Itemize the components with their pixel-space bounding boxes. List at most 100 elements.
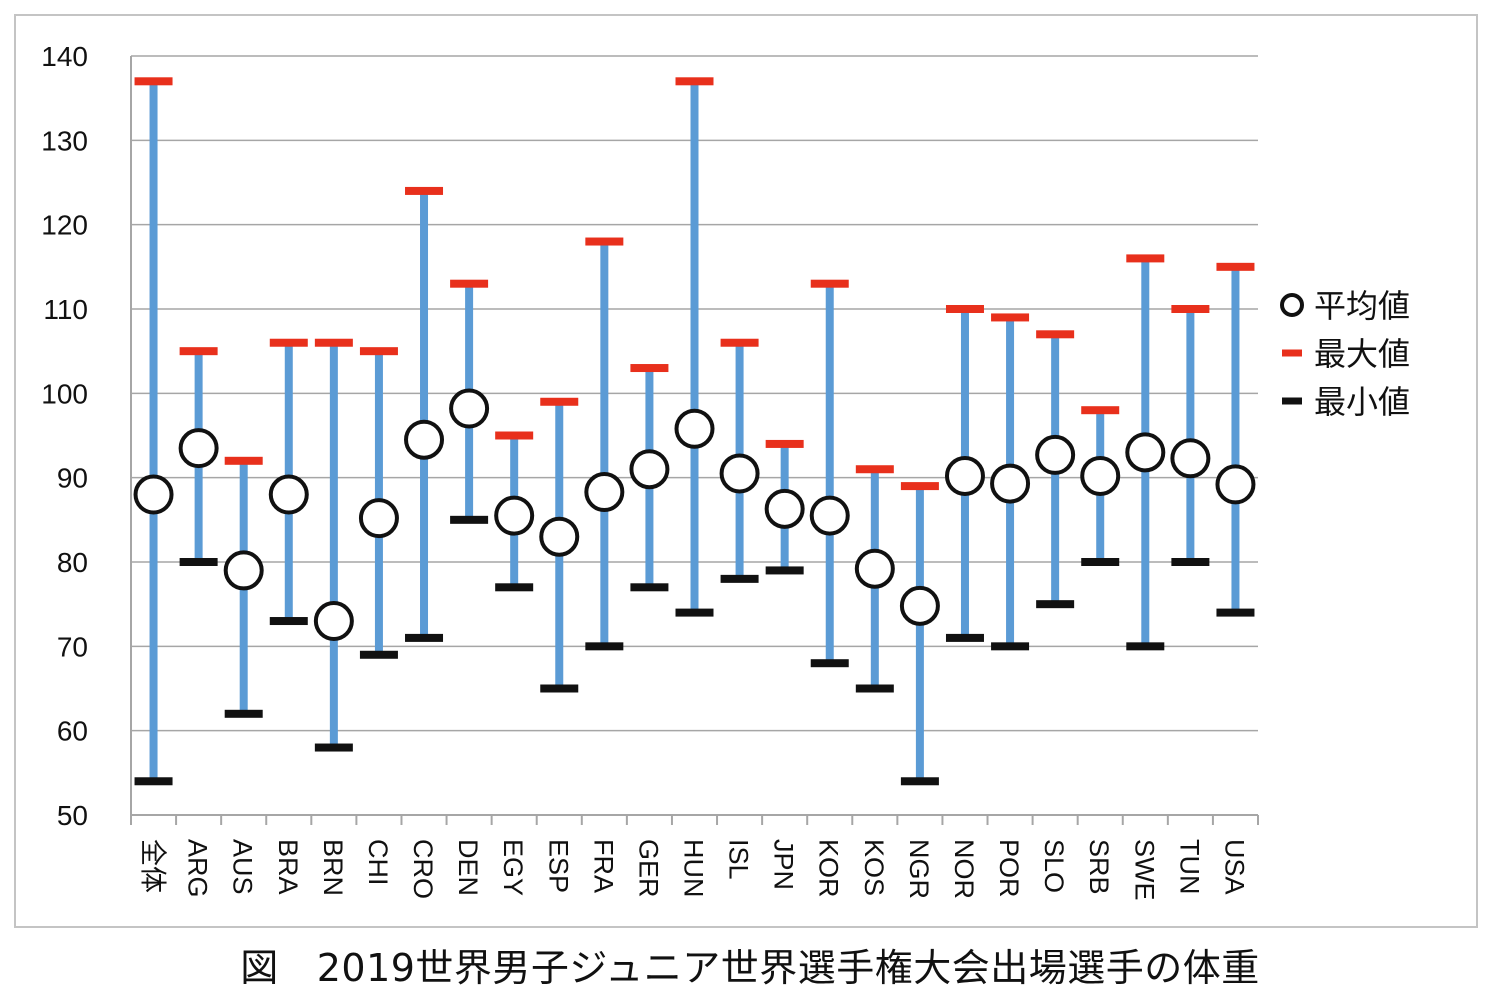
min-marker: [765, 566, 804, 575]
legend-min-marker: [1282, 397, 1302, 405]
mean-marker: [764, 488, 805, 529]
y-tick-label: 60: [57, 716, 88, 747]
min-marker: [540, 684, 579, 693]
mean-marker: [178, 428, 219, 469]
y-tick-label: 90: [57, 463, 88, 494]
y-tick-label: 110: [43, 294, 88, 325]
mean-marker: [449, 388, 490, 429]
min-marker: [179, 558, 218, 566]
y-tick-label: 50: [57, 800, 88, 831]
x-tick-label: HUN: [679, 839, 709, 898]
max-marker: [134, 77, 173, 86]
range-chart: 50 60 70 80 90 100 110 120 130 140 全体 ARG AUS BRA BRN C…: [41, 41, 1410, 901]
max-marker: [405, 186, 444, 195]
max-marker: [269, 338, 308, 347]
caption-prefix: 図: [240, 946, 279, 990]
x-tick-label: NGR: [904, 839, 934, 899]
min-marker: [495, 583, 534, 592]
mean-marker: [539, 516, 580, 557]
legend-mean-marker: [1280, 293, 1304, 317]
max-marker: [675, 77, 714, 86]
max-marker: [314, 338, 353, 347]
min-marker: [1036, 600, 1075, 609]
min-marker: [900, 777, 939, 786]
x-tick-label: POR: [994, 839, 1024, 898]
min-marker: [359, 650, 398, 659]
mean-marker: [1035, 434, 1076, 475]
x-tick-label: ESP: [543, 839, 573, 893]
x-tick-label: GER: [633, 839, 663, 898]
mean-marker: [719, 453, 760, 494]
x-tick-label: KOR: [814, 839, 844, 898]
min-marker: [720, 574, 759, 583]
figure-caption: 図 2019世界男子ジュニア世界選手権大会出場選手の体重: [0, 937, 1500, 992]
x-tick-label: ISL: [724, 839, 754, 880]
x-tick-label: FRA: [588, 839, 618, 893]
max-marker: [810, 279, 849, 288]
max-marker: [1036, 330, 1075, 339]
max-marker: [224, 456, 263, 465]
min-marker: [991, 642, 1030, 651]
max-marker: [540, 397, 579, 406]
y-tick-label: 130: [41, 125, 88, 156]
min-marker: [134, 777, 173, 786]
y-tick-label: 100: [41, 378, 88, 409]
min-marker: [1216, 608, 1255, 617]
mean-marker: [629, 449, 670, 490]
x-tick-label: BRA: [273, 839, 303, 895]
max-marker: [765, 439, 804, 448]
legend-mean-label: 平均値: [1314, 287, 1410, 325]
x-tick-label: CHI: [363, 839, 393, 886]
y-tick-label: 140: [41, 41, 88, 72]
mean-marker: [494, 495, 535, 536]
mean-marker: [1170, 438, 1211, 479]
legend-max-marker: [1282, 349, 1302, 357]
mean-marker: [404, 419, 445, 460]
max-marker: [359, 347, 398, 356]
mean-marker: [1215, 464, 1256, 505]
x-tick-label: 全体: [138, 839, 168, 893]
max-marker: [900, 482, 939, 491]
min-marker: [1081, 558, 1120, 566]
max-marker: [855, 465, 894, 474]
min-marker: [855, 684, 894, 693]
x-tick-label: ARG: [183, 839, 213, 898]
max-marker: [450, 279, 489, 288]
mean-marker: [313, 601, 354, 642]
min-marker: [450, 515, 489, 524]
min-marker: [630, 583, 669, 592]
min-marker: [585, 642, 624, 651]
max-marker: [495, 431, 534, 440]
mean-marker: [854, 548, 895, 589]
mean-marker: [674, 408, 715, 449]
x-tick-label: CRO: [408, 839, 438, 899]
max-marker: [720, 338, 759, 347]
mean-marker: [809, 495, 850, 536]
min-marker: [1171, 558, 1210, 566]
mean-marker: [584, 472, 625, 513]
max-marker: [1126, 254, 1165, 263]
min-marker: [224, 709, 263, 718]
x-tick-label: SWE: [1129, 839, 1159, 901]
x-tick-label: NOR: [949, 839, 979, 899]
max-marker: [630, 364, 669, 373]
chart-frame: [14, 14, 1478, 928]
range-bars: [133, 77, 1256, 786]
mean-marker: [990, 463, 1031, 504]
x-tick-label: AUS: [228, 839, 258, 895]
mean-marker: [268, 474, 309, 515]
max-marker: [945, 305, 984, 313]
mean-marker: [899, 585, 940, 626]
max-marker: [585, 237, 624, 246]
mean-marker: [1080, 455, 1121, 496]
x-tick-label: SLO: [1039, 839, 1069, 893]
legend-min-label: 最小値: [1314, 383, 1410, 421]
mean-marker: [944, 455, 985, 496]
y-tick-label: 70: [57, 631, 88, 662]
max-marker: [991, 313, 1030, 322]
x-tick-label: SRB: [1084, 839, 1114, 895]
min-marker: [1126, 642, 1165, 651]
x-tick-label: USA: [1219, 839, 1249, 895]
max-marker: [1081, 406, 1120, 415]
